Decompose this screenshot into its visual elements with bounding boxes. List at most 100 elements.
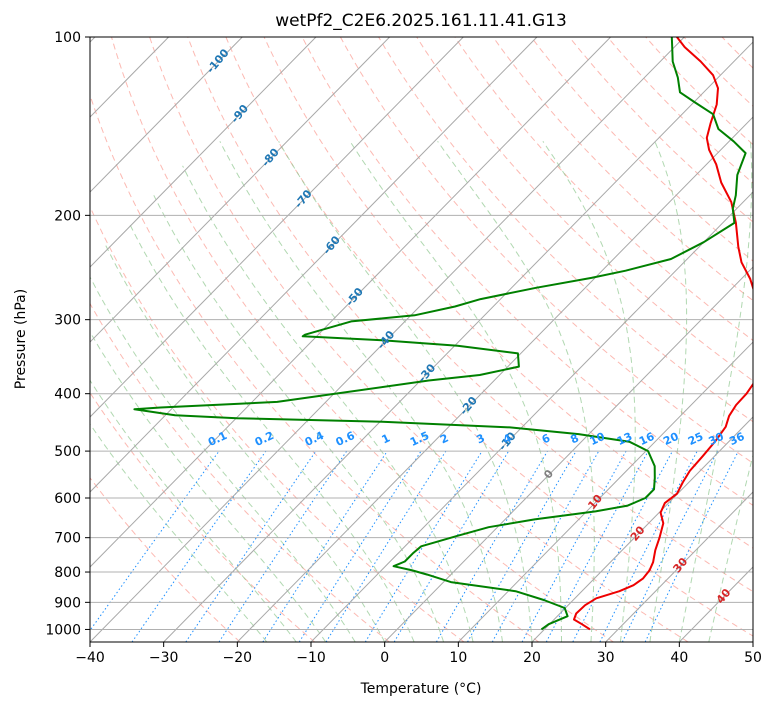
moist-adiabat bbox=[90, 330, 327, 642]
pressure-grid bbox=[90, 37, 753, 630]
moist-adiabat bbox=[105, 245, 386, 642]
mixing-ratio-label: 36 bbox=[727, 430, 747, 448]
mixing-ratio-line bbox=[521, 450, 627, 642]
dry-adiabat bbox=[90, 391, 316, 642]
isotherm-line bbox=[90, 37, 243, 193]
dry-adiabat bbox=[530, 37, 753, 262]
moist-adiabat bbox=[437, 141, 595, 642]
dry-adiabat bbox=[111, 37, 614, 642]
mixing-ratio-label: 16 bbox=[637, 430, 657, 448]
moist-adiabat bbox=[278, 141, 533, 642]
isotherm-label: 10 bbox=[585, 492, 605, 512]
mixing-ratio-label: 1 bbox=[380, 431, 392, 446]
isotherm-line bbox=[384, 266, 753, 642]
isotherm-line bbox=[90, 37, 685, 642]
dry-adiabat bbox=[225, 37, 753, 593]
x-tick-label: 30 bbox=[597, 650, 615, 666]
y-tick-label: 300 bbox=[54, 313, 81, 329]
mixing-ratio-line bbox=[262, 450, 388, 642]
temperature-trace bbox=[573, 37, 753, 631]
x-tick-label: −30 bbox=[149, 650, 179, 666]
isotherm-line bbox=[457, 341, 753, 642]
mixing-ratio-line bbox=[491, 450, 600, 642]
y-tick-label: 400 bbox=[54, 387, 81, 403]
mixing-ratio-label: 0.4 bbox=[303, 429, 326, 449]
isotherm-line bbox=[531, 416, 753, 642]
dry-adiabat bbox=[378, 37, 753, 423]
isotherm-line bbox=[678, 566, 753, 642]
mixing-ratio-label: 2 bbox=[438, 431, 450, 446]
isotherm-line bbox=[90, 37, 464, 418]
mixing-ratio-line bbox=[325, 450, 447, 642]
dry-adiabat bbox=[492, 37, 753, 302]
y-axis-label: Pressure (hPa) bbox=[13, 289, 29, 389]
mixing-ratio-line bbox=[185, 450, 317, 642]
y-tick-label: 900 bbox=[54, 595, 81, 611]
isotherm-line bbox=[90, 37, 317, 268]
mixing-ratio-line bbox=[131, 450, 267, 642]
mixing-ratio-label: 1.5 bbox=[408, 429, 431, 449]
isotherm-label: -100 bbox=[204, 46, 232, 76]
moist-adiabat bbox=[153, 195, 445, 642]
isotherm-line bbox=[90, 37, 611, 568]
x-axis-label: Temperature (°C) bbox=[360, 681, 482, 697]
y-tick-label: 1000 bbox=[45, 622, 81, 638]
y-axis: 1000 900 800 700 600 500 400 300 200 100 bbox=[45, 30, 90, 638]
mixing-ratio-line bbox=[90, 450, 220, 632]
x-tick-label: 40 bbox=[670, 650, 688, 666]
plot-frame bbox=[89, 36, 754, 643]
moist-adiabat bbox=[678, 141, 753, 642]
y-tick-label: 500 bbox=[54, 444, 81, 460]
isotherm-line bbox=[90, 37, 390, 343]
dry-adiabat bbox=[90, 476, 241, 642]
mixing-ratio-label: 25 bbox=[686, 430, 705, 448]
dry-adiabat bbox=[90, 93, 540, 642]
isotherm-line bbox=[163, 41, 753, 642]
moist-adiabat bbox=[90, 423, 268, 642]
mixing-ratio-line bbox=[298, 450, 422, 642]
y-tick-label: 100 bbox=[54, 30, 81, 46]
mixing-ratio-line bbox=[435, 450, 548, 642]
dry-adiabat bbox=[568, 37, 753, 223]
profile-traces bbox=[133, 37, 753, 631]
isotherm-line bbox=[310, 191, 753, 642]
moist-adiabat bbox=[182, 165, 474, 642]
x-tick-label: 10 bbox=[449, 650, 467, 666]
mixing-ratio-label: 10 bbox=[588, 430, 608, 448]
isotherm-line bbox=[90, 37, 538, 493]
x-tick-label: −20 bbox=[223, 650, 253, 666]
mixing-ratio-line bbox=[218, 450, 348, 642]
x-tick-label: 50 bbox=[744, 650, 762, 666]
mixing-ratio-line bbox=[599, 450, 698, 642]
dewpoint-trace bbox=[133, 37, 747, 631]
x-tick-label: −40 bbox=[75, 650, 105, 666]
mixing-ratio-label: 0.2 bbox=[253, 429, 276, 449]
y-tick-label: 200 bbox=[54, 208, 81, 224]
mixing-ratio-label: 13 bbox=[615, 430, 634, 448]
mixing-ratio-line bbox=[393, 450, 510, 642]
dry-adiabat bbox=[760, 37, 775, 642]
x-tick-label: −10 bbox=[296, 650, 326, 666]
dry-adiabat bbox=[301, 37, 753, 506]
chart-title: wetPf2_C2E6.2025.161.11.41.G13 bbox=[275, 11, 567, 31]
isotherm-line bbox=[605, 491, 753, 642]
mixing-ratio-line bbox=[364, 450, 483, 642]
moist-adiabat bbox=[708, 453, 753, 642]
line-annotations: -100-90-80-70-60-50-40-30-20-10010203040… bbox=[204, 46, 747, 606]
mixing-ratio-label: 30 bbox=[706, 430, 726, 448]
mixing-ratio-label: 6 bbox=[540, 431, 553, 446]
dry-adiabat bbox=[149, 37, 689, 642]
mixing-ratio-label: 0.1 bbox=[206, 429, 229, 449]
y-tick-label: 800 bbox=[54, 565, 81, 581]
mixing-ratio-line bbox=[621, 450, 719, 642]
moist-adiabat bbox=[349, 141, 562, 642]
x-axis: −40 −30 −20 −10 0 10 20 30 40 50 bbox=[75, 642, 762, 666]
dry-adiabat bbox=[454, 37, 753, 342]
dry-adiabat bbox=[90, 302, 390, 642]
mixing-ratio-label: 20 bbox=[661, 430, 681, 448]
x-tick-label: 20 bbox=[523, 650, 541, 666]
dry-adiabat bbox=[263, 37, 753, 549]
y-tick-label: 700 bbox=[54, 531, 81, 547]
moist-adiabat bbox=[128, 221, 415, 642]
